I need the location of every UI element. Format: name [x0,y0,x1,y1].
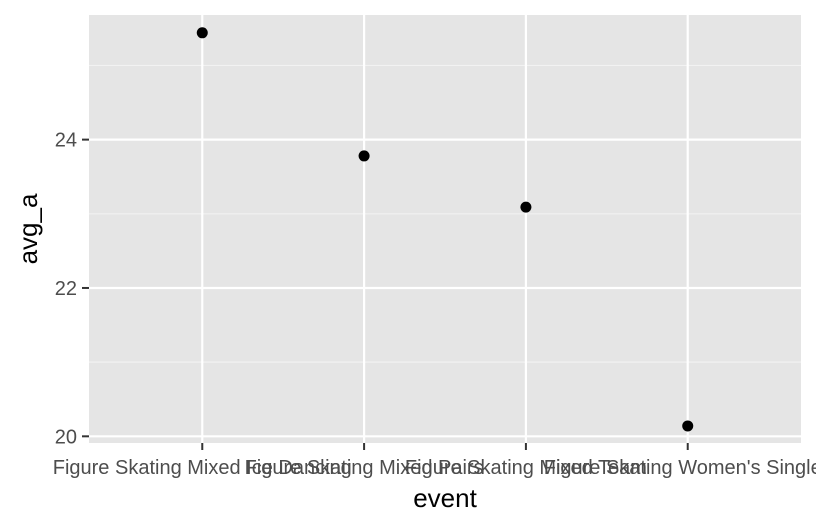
y-tick-label: 20 [55,426,77,448]
minor-gridlines [89,64,801,363]
y-axis-ticks: 20 22 24 [55,130,89,448]
x-tick-label: Figure Skating Mixed Team [405,457,647,479]
data-point [520,201,532,213]
y-tick-label: 24 [55,130,77,152]
x-tick-label: Figure Skating Women's Singles [544,457,816,479]
y-axis-title: avg_a [13,193,43,264]
x-tick-label: Figure Skating Mixed Pairs [245,457,484,479]
data-points [196,27,694,432]
data-point [358,150,370,162]
x-axis-title: event [413,483,477,513]
data-point [196,27,208,39]
plot-panel [89,15,801,443]
major-gridlines [89,15,801,443]
y-tick-label: 22 [55,278,77,300]
x-tick-label: Figure Skating Mixed Ice Dancing [53,457,352,479]
data-point [682,420,694,432]
